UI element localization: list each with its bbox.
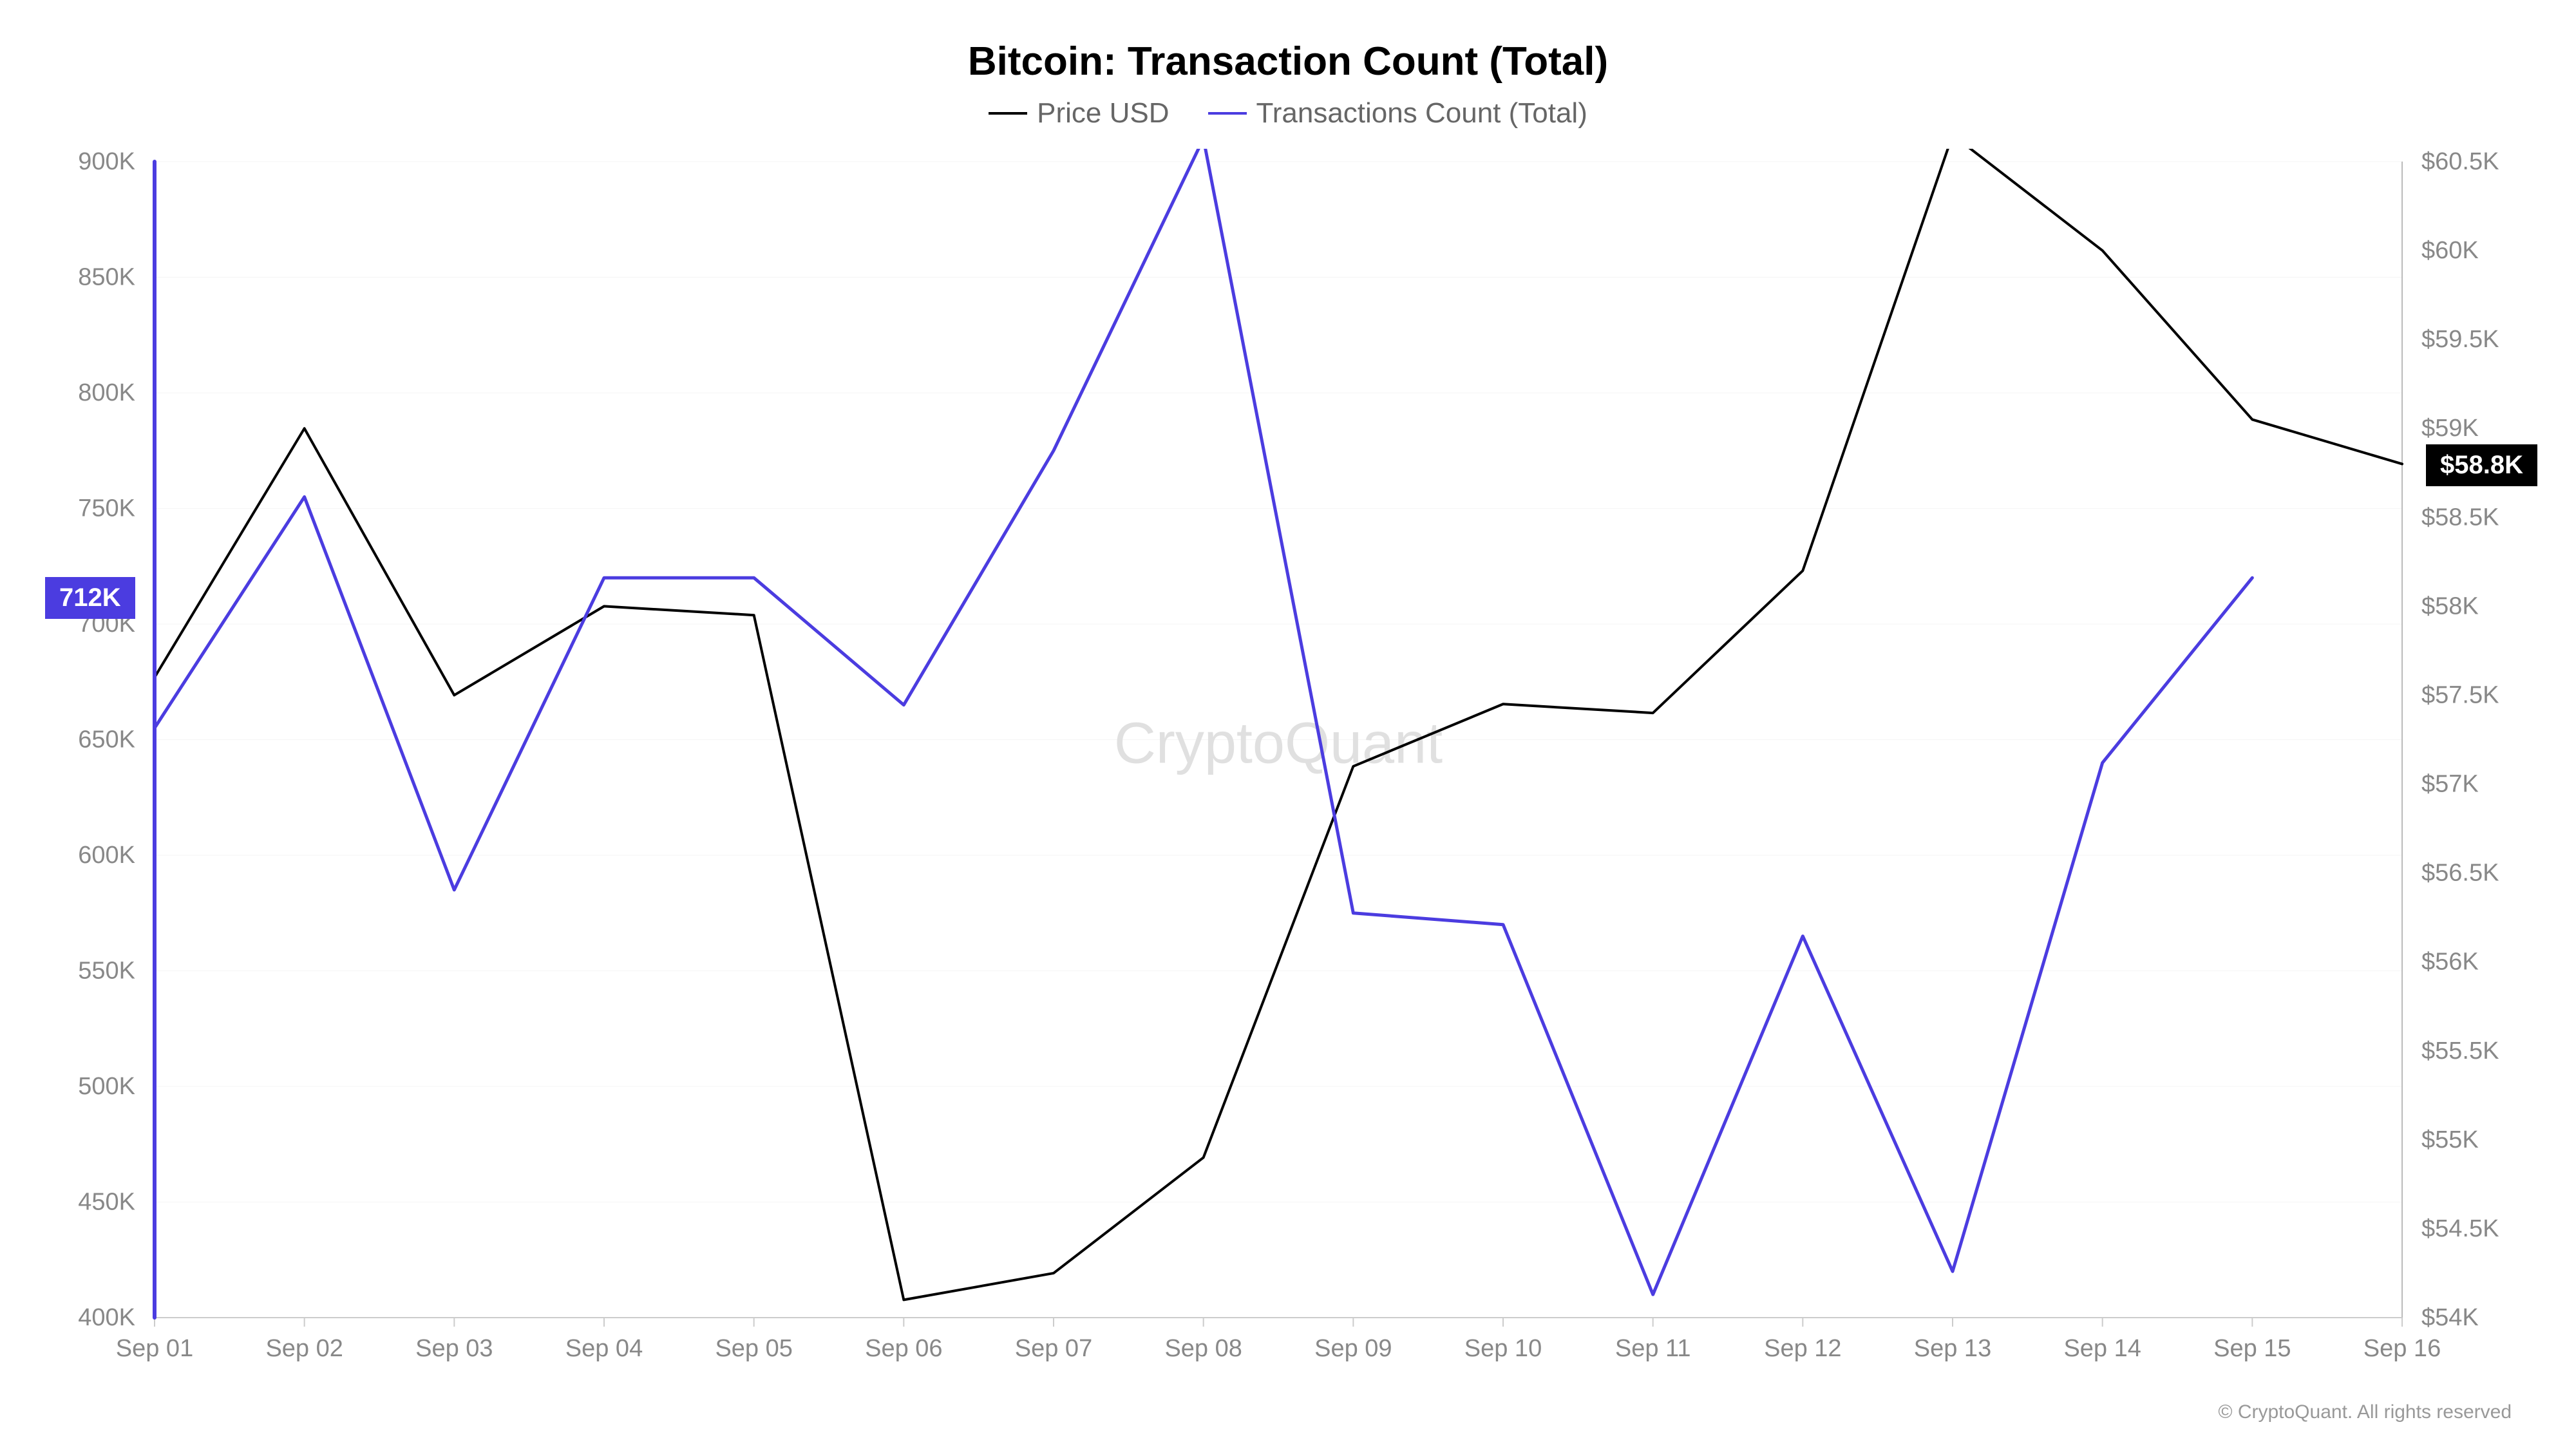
y-right-tick: $56.5K — [2421, 860, 2499, 887]
x-tick: Sep 07 — [1015, 1335, 1092, 1362]
legend-label-price: Price USD — [1037, 97, 1169, 129]
x-tick: Sep 15 — [2213, 1335, 2291, 1362]
x-tick: Sep 14 — [2063, 1335, 2141, 1362]
y-left-tick: 650K — [78, 726, 135, 753]
y-right-tick: $59K — [2421, 415, 2479, 442]
x-tick: Sep 10 — [1464, 1335, 1542, 1362]
y-left-tick: 500K — [78, 1073, 135, 1100]
y-left-tick: 400K — [78, 1304, 135, 1331]
x-tick: Sep 11 — [1615, 1335, 1691, 1362]
chart-legend: Price USD Transactions Count (Total) — [26, 97, 2550, 129]
y-left-tick: 450K — [78, 1189, 135, 1216]
y-left-tick: 800K — [78, 379, 135, 406]
y-left-tick: 850K — [78, 264, 135, 291]
x-tick: Sep 02 — [265, 1335, 343, 1362]
x-tick: Sep 06 — [865, 1335, 942, 1362]
y-left-tick: 750K — [78, 495, 135, 522]
x-tick: Sep 13 — [1914, 1335, 1991, 1362]
chart-svg: CryptoQuant400K450K500K550K600K650K700K7… — [26, 149, 2550, 1388]
legend-item-price: Price USD — [989, 97, 1169, 129]
y-right-tick: $57K — [2421, 771, 2479, 798]
y-left-tick: 550K — [78, 958, 135, 985]
callout-right-badge: $58.8K — [2426, 444, 2537, 486]
chart-plot-area: CryptoQuant400K450K500K550K600K650K700K7… — [26, 149, 2550, 1388]
copyright-text: © CryptoQuant. All rights reserved — [26, 1388, 2550, 1423]
y-right-tick: $54.5K — [2421, 1215, 2499, 1242]
y-left-tick: 900K — [78, 149, 135, 175]
x-tick: Sep 03 — [415, 1335, 493, 1362]
legend-item-tx: Transactions Count (Total) — [1208, 97, 1587, 129]
x-tick: Sep 12 — [1764, 1335, 1841, 1362]
x-tick: Sep 05 — [715, 1335, 792, 1362]
watermark-text: CryptoQuant — [1114, 711, 1443, 775]
y-right-tick: $54K — [2421, 1304, 2479, 1331]
y-right-tick: $60.5K — [2421, 149, 2499, 175]
x-tick: Sep 04 — [565, 1335, 643, 1362]
y-right-tick: $55K — [2421, 1126, 2479, 1153]
y-left-tick: 600K — [78, 842, 135, 869]
y-right-tick: $59.5K — [2421, 326, 2499, 353]
y-right-tick: $57.5K — [2421, 681, 2499, 708]
y-right-tick: $56K — [2421, 949, 2479, 976]
x-tick: Sep 16 — [2363, 1335, 2441, 1362]
legend-label-tx: Transactions Count (Total) — [1256, 97, 1587, 129]
y-right-tick: $55.5K — [2421, 1037, 2499, 1065]
y-right-tick: $58.5K — [2421, 504, 2499, 531]
x-tick: Sep 01 — [116, 1335, 193, 1362]
y-right-tick: $58K — [2421, 592, 2479, 620]
legend-swatch-price — [989, 112, 1027, 115]
chart-title: Bitcoin: Transaction Count (Total) — [26, 39, 2550, 84]
chart-container: Bitcoin: Transaction Count (Total) Price… — [0, 0, 2576, 1449]
x-tick: Sep 08 — [1164, 1335, 1242, 1362]
y-right-tick: $60K — [2421, 237, 2479, 264]
x-tick: Sep 09 — [1314, 1335, 1392, 1362]
legend-swatch-tx — [1208, 112, 1247, 115]
callout-left-badge: 712K — [45, 577, 135, 619]
